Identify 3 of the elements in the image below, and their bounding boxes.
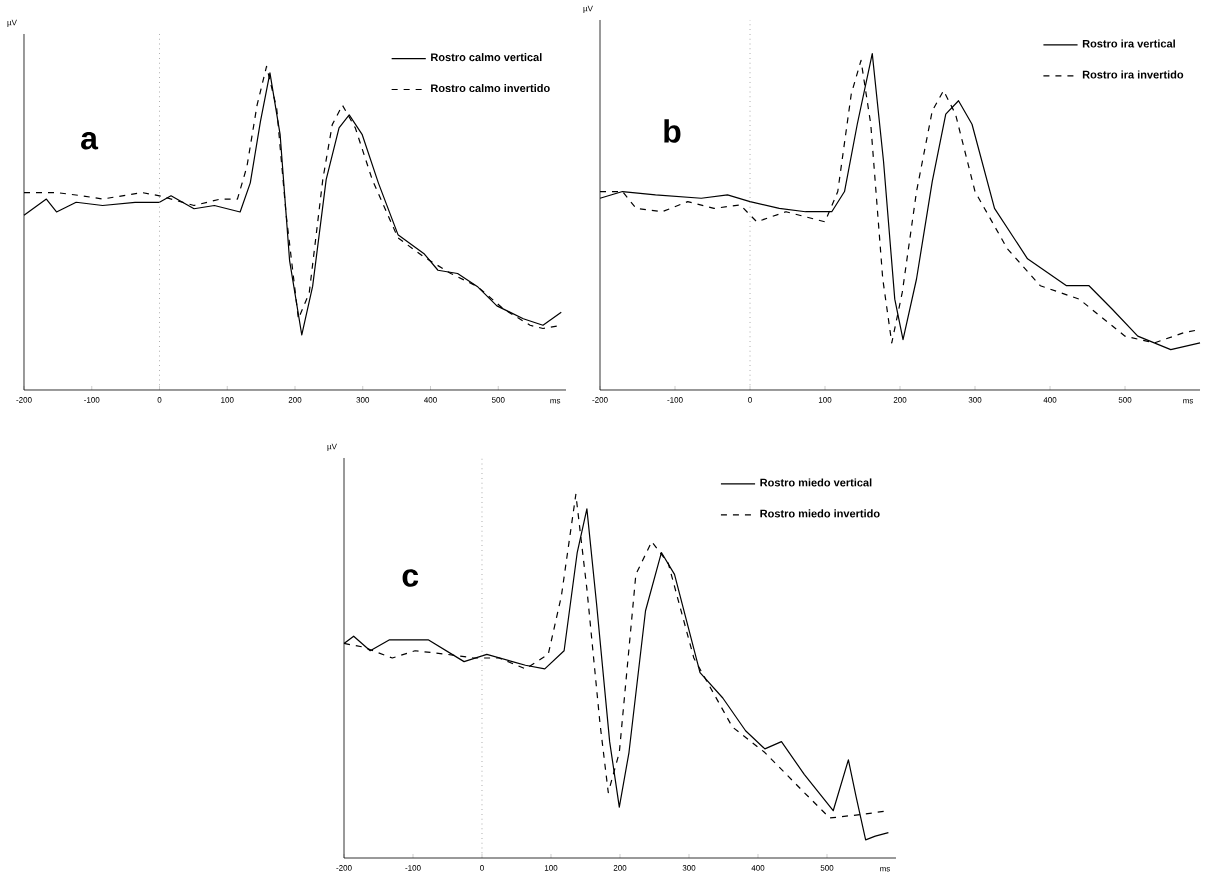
annotation: b bbox=[664, 119, 681, 143]
annotation: a bbox=[81, 132, 99, 150]
annotation: c bbox=[402, 569, 419, 587]
